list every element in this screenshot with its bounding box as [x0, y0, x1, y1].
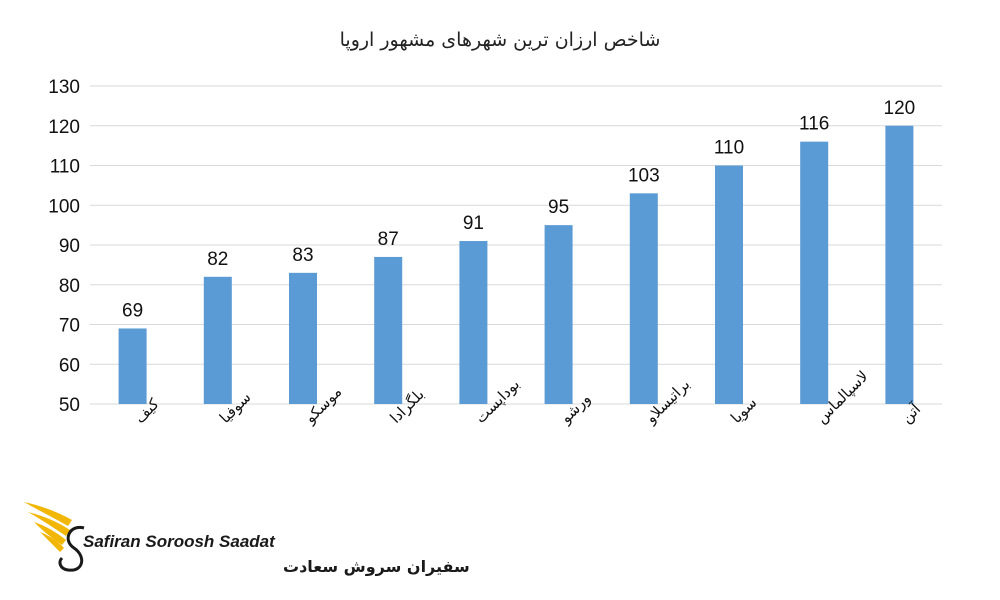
- s-emblem-icon: [58, 525, 85, 572]
- y-tick-label: 70: [59, 316, 80, 337]
- bar: [629, 193, 658, 404]
- bar: [374, 256, 403, 404]
- bar: [885, 125, 914, 404]
- bar: [715, 165, 743, 404]
- company-logo: Safiran Soroosh Saadat سفیران سروش سعادت: [24, 502, 470, 576]
- bar: [118, 328, 147, 404]
- y-tick-label: 130: [48, 77, 80, 98]
- y-tick-label: 110: [50, 157, 80, 178]
- data-label: 95: [548, 197, 569, 218]
- y-tick-label: 80: [59, 276, 80, 297]
- data-label: 87: [378, 229, 399, 250]
- bar: [289, 272, 317, 404]
- bars: [118, 125, 914, 404]
- bar: [203, 276, 232, 404]
- data-labels: 69 82 83 87 91 95 103 110 116 120: [122, 98, 915, 322]
- y-tick-label: 60: [59, 355, 80, 376]
- y-tick-label: 90: [59, 236, 80, 257]
- logo-name-fa: سفیران سروش سعادت: [283, 557, 470, 576]
- data-label: 110: [714, 138, 744, 159]
- data-label: 83: [292, 245, 313, 266]
- bar: [544, 225, 573, 404]
- data-label: 82: [207, 249, 228, 270]
- bar: [459, 241, 488, 404]
- chart-title: شاخص ارزان ترین شهرهای مشهور اروپا: [340, 29, 661, 51]
- wing-icon: [24, 502, 72, 552]
- y-tick-label: 100: [48, 196, 80, 217]
- data-label: 69: [122, 300, 143, 321]
- y-tick-label: 50: [59, 395, 80, 416]
- data-label: 120: [884, 98, 916, 119]
- data-label: 103: [628, 165, 660, 186]
- y-tick-label: 120: [48, 117, 80, 138]
- data-label: 91: [463, 213, 484, 234]
- gridlines: [90, 85, 942, 405]
- logo-name-en: Safiran Soroosh Saadat: [83, 532, 276, 551]
- data-label: 116: [799, 114, 829, 135]
- y-axis-ticks: 50 60 70 80 90 100 110 120 130: [48, 77, 80, 416]
- bar: [800, 141, 829, 404]
